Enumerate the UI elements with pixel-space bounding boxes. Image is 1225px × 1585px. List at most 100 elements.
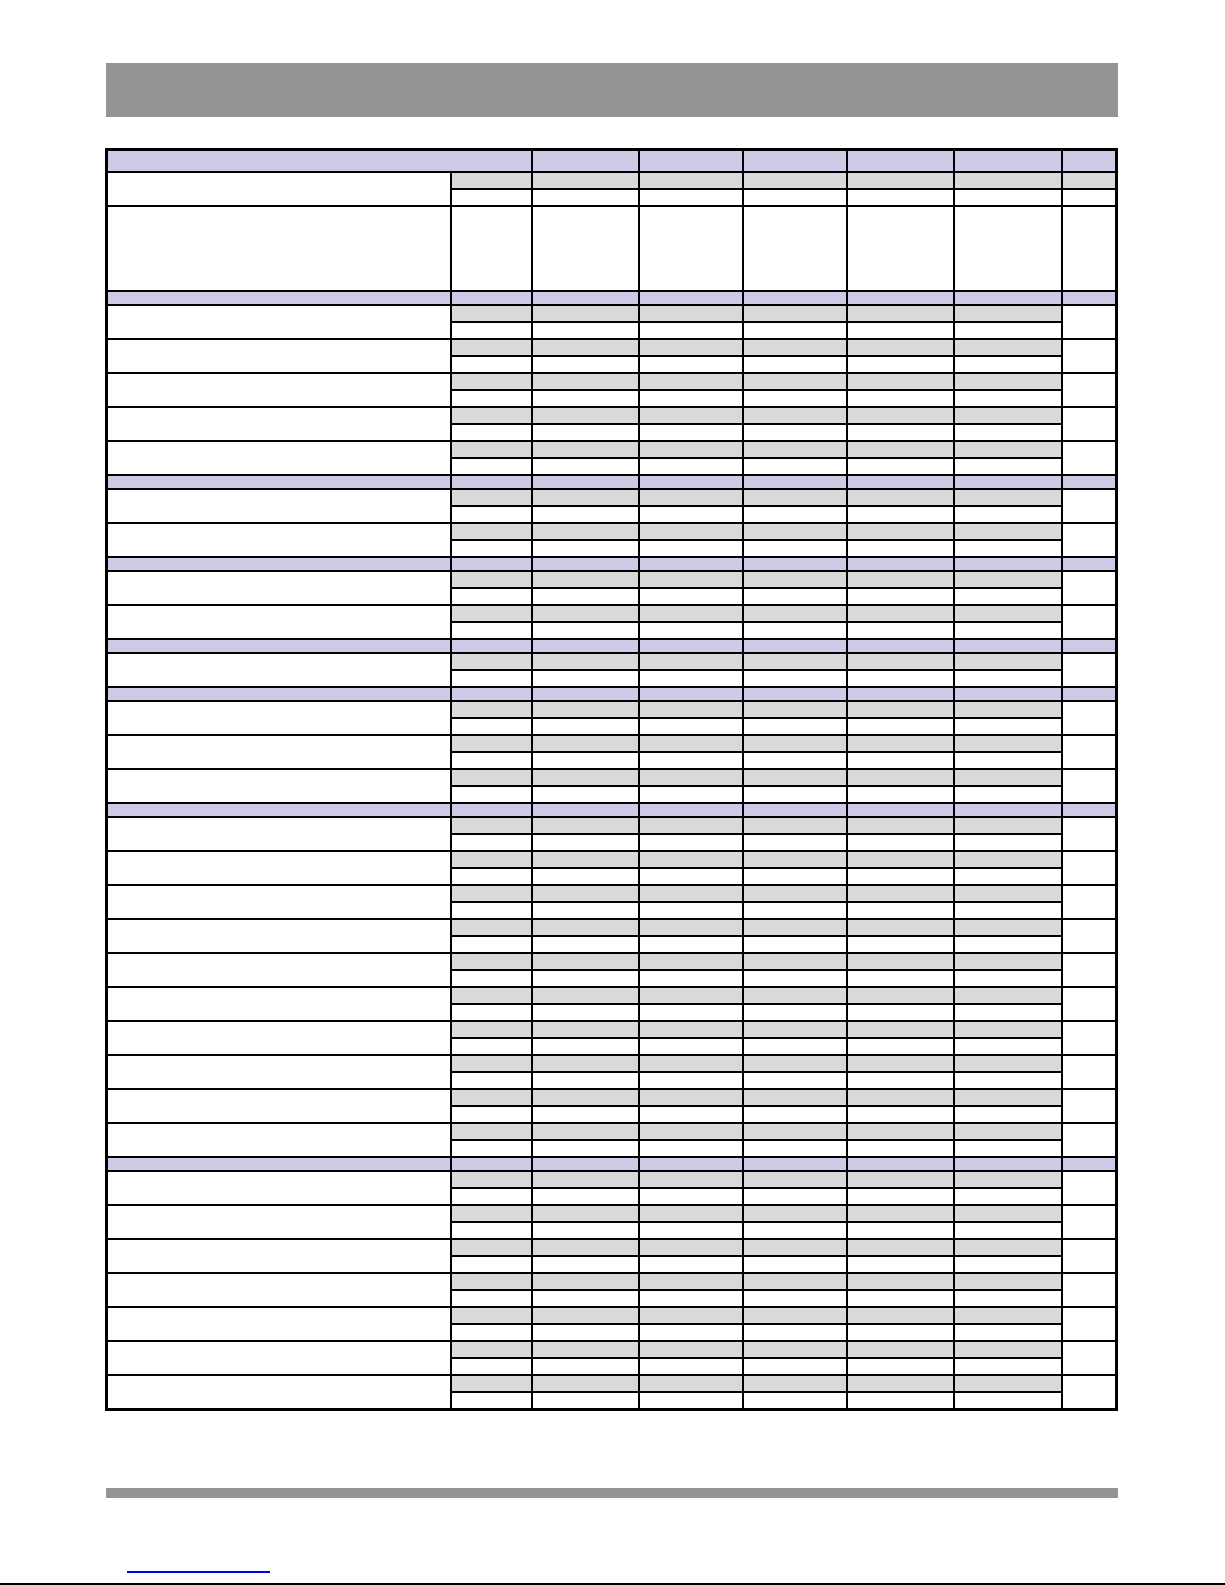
item-row-plain [107, 717, 1117, 736]
item-cell-plain [741, 1105, 848, 1124]
item-cell-shaded [637, 952, 744, 971]
item-cell-shaded [637, 1020, 744, 1039]
section-header-cell [637, 290, 744, 306]
item-cell-shaded [449, 304, 533, 323]
item-cell-plain [741, 321, 848, 340]
item-cell-shaded [449, 850, 533, 869]
item-cell-shaded [449, 488, 533, 507]
item-cell-shaded [637, 604, 744, 623]
section-header-cell [449, 686, 533, 702]
header-cell-shaded [1060, 171, 1118, 190]
item-label-cell [105, 440, 452, 476]
item-cell-plain [741, 785, 848, 804]
section-header-cell [637, 638, 744, 654]
item-cell-shaded [952, 406, 1063, 425]
item-label-cell [105, 952, 452, 988]
item-row-shaded [105, 1054, 1118, 1090]
section-header-cell [741, 290, 848, 306]
item-cell-shaded [449, 986, 533, 1005]
item-cell-shaded [637, 372, 744, 391]
item-cell-plain [449, 1037, 533, 1056]
item-cell-shaded [741, 884, 848, 903]
item-cell-shaded [845, 1306, 955, 1325]
item-cell-plain [530, 1323, 640, 1342]
item-cell-shaded [952, 986, 1063, 1005]
item-cell-shaded [845, 1204, 955, 1223]
item-cell-shaded [952, 1306, 1063, 1325]
item-cell-shaded [845, 1170, 955, 1189]
item-cell-plain [637, 1357, 744, 1376]
item-cell-shaded [530, 488, 640, 507]
item-cell-shaded [449, 406, 533, 425]
item-cell-shaded [845, 652, 955, 671]
section-header-cell [637, 556, 744, 572]
section-header-cell [952, 1156, 1063, 1172]
item-cell-plain [530, 587, 640, 606]
item-row-plain [107, 1221, 1117, 1240]
item-cell-shaded [741, 1306, 848, 1325]
item-row-shaded [105, 570, 1118, 606]
section-header-cell [741, 686, 848, 702]
item-cell-shaded [741, 1272, 848, 1291]
item-cell-plain [741, 1357, 848, 1376]
item-row-plain [107, 1289, 1117, 1308]
item-cell-plain [637, 1221, 744, 1240]
item-cell-plain [741, 1255, 848, 1274]
item-cell-shaded [741, 522, 848, 541]
item-cell-shaded [530, 734, 640, 753]
item-cell-shaded [449, 1020, 533, 1039]
description-cell [952, 205, 1063, 292]
item-cell-plain [530, 1003, 640, 1022]
item-row-shaded [105, 652, 1118, 688]
item-row-shaded [105, 850, 1118, 886]
item-cell-shaded [530, 570, 640, 589]
section-header-cell [845, 556, 955, 572]
item-cell-plain [530, 1289, 640, 1308]
item-cell-plain [449, 867, 533, 886]
item-row-plain [107, 389, 1117, 408]
item-cell-plain [637, 1289, 744, 1308]
item-row-shaded [105, 1088, 1118, 1124]
item-cell-plain [530, 389, 640, 408]
item-row-shaded [105, 918, 1118, 954]
item-row-shaded [105, 768, 1118, 804]
item-cell-plain [741, 669, 848, 688]
item-cell-shaded [952, 1204, 1063, 1223]
item-cell-shaded [952, 304, 1063, 323]
item-row-shaded [105, 1020, 1118, 1056]
section-header-cell [1060, 638, 1118, 654]
item-cell-plain [952, 1187, 1063, 1206]
item-cell-plain [845, 621, 955, 640]
section-header-cell [105, 556, 452, 572]
item-cell-shaded [637, 440, 744, 459]
item-cell-plain [637, 355, 744, 374]
item-cell-shaded [952, 488, 1063, 507]
item-cell-plain [845, 1105, 955, 1124]
item-row-shaded [105, 1272, 1118, 1308]
section-header-cell [845, 686, 955, 702]
item-cell-shaded [530, 440, 640, 459]
header-cell-shaded [449, 171, 533, 190]
item-cell-plain [449, 1003, 533, 1022]
footer-hyperlink[interactable] [127, 1571, 270, 1573]
item-cell-shaded [741, 1340, 848, 1359]
item-cell-plain [952, 587, 1063, 606]
item-end-cell [1060, 1054, 1118, 1090]
item-cell-plain [530, 457, 640, 476]
item-cell-shaded [530, 304, 640, 323]
item-label-cell [105, 1340, 452, 1376]
item-cell-plain [449, 1105, 533, 1124]
section-header-cell [952, 686, 1063, 702]
section-header-cell [530, 1156, 640, 1172]
item-cell-shaded [845, 952, 955, 971]
item-row-plain [107, 751, 1117, 770]
item-cell-shaded [845, 488, 955, 507]
item-cell-plain [741, 1221, 848, 1240]
item-cell-plain [530, 1071, 640, 1090]
item-cell-plain [637, 423, 744, 442]
item-cell-plain [741, 1003, 848, 1022]
item-cell-shaded [741, 604, 848, 623]
item-cell-shaded [530, 522, 640, 541]
item-cell-plain [845, 717, 955, 736]
item-cell-plain [637, 457, 744, 476]
